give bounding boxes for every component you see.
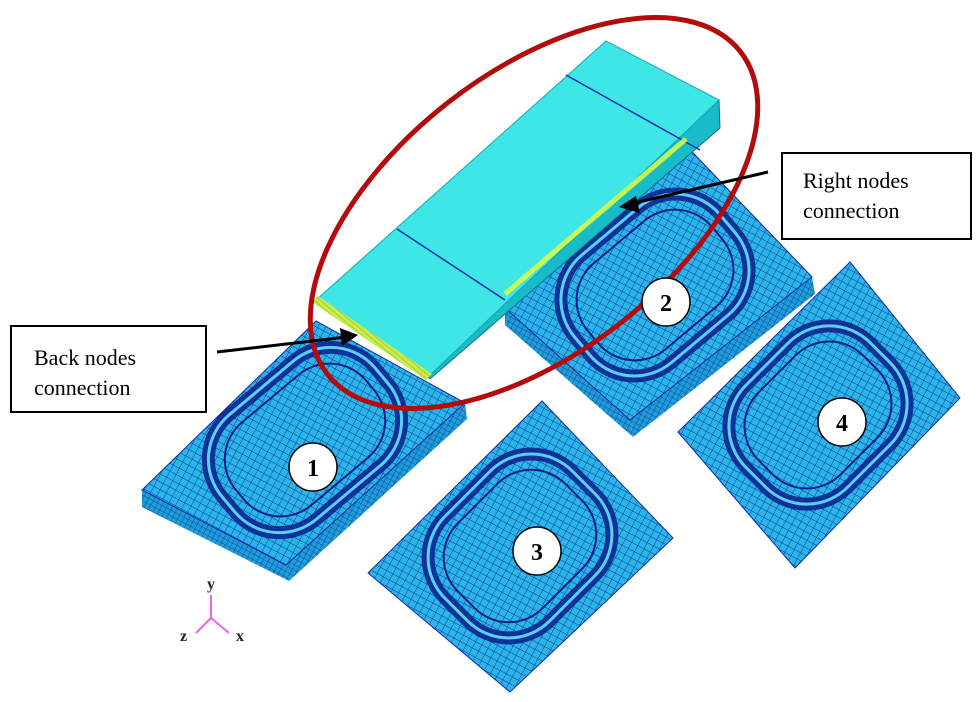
svg-text:4: 4 [836,411,848,437]
svg-text:3: 3 [531,540,543,566]
svg-text:1: 1 [307,456,319,482]
highlight-ellipse [307,15,761,411]
axis-triad: y z x [180,576,244,645]
back-nodes-callout: Back nodes connection [10,325,207,413]
back-nodes-arrow [216,328,358,354]
axis-y-label: y [207,576,215,593]
right-nodes-arrow [619,170,769,213]
back-callout-line2: connection [34,375,131,400]
right-nodes-callout: Right nodes connection [781,152,972,240]
part-label-4: 4 [817,397,867,447]
axis-x-label: x [236,628,244,645]
part-label-2: 2 [641,277,691,327]
axis-z-label: z [180,628,187,645]
right-callout-line1: Right nodes [803,168,909,193]
back-nodes-highlight [312,296,432,380]
mesh-plate-1 [141,320,467,581]
part-label-3: 3 [512,526,562,576]
back-callout-line1: Back nodes [34,345,137,370]
svg-text:2: 2 [660,291,672,317]
part-label-1: 1 [288,442,338,492]
right-callout-line2: connection [803,198,900,223]
